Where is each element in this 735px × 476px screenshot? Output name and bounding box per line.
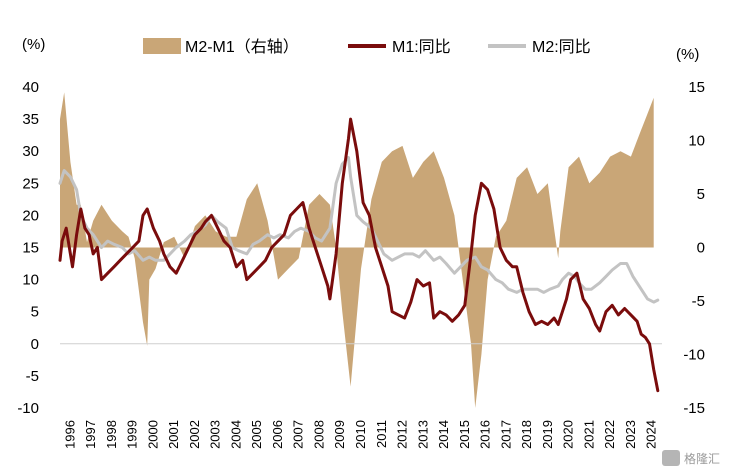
left-tick-label: -5 bbox=[26, 368, 39, 385]
spread-area bbox=[60, 92, 654, 409]
x-tick-label: 2022 bbox=[602, 420, 617, 449]
x-tick-label: 2001 bbox=[166, 420, 181, 449]
x-tick-label: 1997 bbox=[83, 420, 98, 449]
left-tick-label: 40 bbox=[22, 79, 39, 96]
left-tick-label: 0 bbox=[31, 336, 39, 353]
x-tick-label: 2007 bbox=[291, 420, 306, 449]
x-tick-label: 2010 bbox=[353, 420, 368, 449]
watermark-logo-icon bbox=[662, 450, 680, 466]
x-tick-label: 2023 bbox=[623, 420, 638, 449]
x-tick-label: 2002 bbox=[187, 420, 202, 449]
x-tick-label: 2008 bbox=[312, 420, 327, 449]
right-tick-label: -15 bbox=[683, 400, 705, 417]
legend-swatch-spread bbox=[143, 38, 181, 54]
x-tick-label: 1998 bbox=[104, 420, 119, 449]
x-tick-label: 2014 bbox=[436, 420, 451, 449]
x-tick-label: 2021 bbox=[581, 420, 596, 449]
legend-label-m2: M2:同比 bbox=[532, 38, 591, 56]
x-tick-label: 2018 bbox=[519, 420, 534, 449]
left-tick-label: 15 bbox=[22, 240, 39, 257]
x-tick-label: 2009 bbox=[332, 420, 347, 449]
x-tick-label: 2012 bbox=[395, 420, 410, 449]
m1-line bbox=[58, 117, 660, 393]
left-tick-label: 20 bbox=[22, 207, 39, 224]
right-tick-label: 10 bbox=[688, 133, 705, 150]
right-axis-ticks: 15 10 5 0 -5 -10 -15 bbox=[683, 79, 705, 417]
x-tick-label: 2019 bbox=[540, 420, 555, 449]
right-tick-label: 0 bbox=[697, 240, 705, 257]
x-tick-label: 2003 bbox=[208, 420, 223, 449]
left-axis-ticks: 40 35 30 25 20 15 10 5 0 -5 -10 bbox=[17, 79, 39, 417]
right-tick-label: -5 bbox=[692, 293, 705, 310]
x-tick-label: 2017 bbox=[498, 420, 513, 449]
x-axis-ticks: 1996 1997 1998 1999 2000 2001 2002 2003 2004 2005… bbox=[62, 420, 658, 449]
watermark-text: 格隆汇 bbox=[684, 451, 720, 466]
x-tick-label: 1999 bbox=[125, 420, 140, 449]
right-tick-label: -10 bbox=[683, 347, 705, 364]
watermark: 格隆汇 bbox=[662, 450, 720, 466]
x-tick-label: 2024 bbox=[644, 420, 659, 449]
legend-label-m1: M1:同比 bbox=[392, 38, 451, 56]
right-tick-label: 5 bbox=[697, 186, 705, 203]
left-tick-label: 25 bbox=[22, 175, 39, 192]
x-tick-label: 2006 bbox=[270, 420, 285, 449]
right-tick-label: 15 bbox=[688, 79, 705, 96]
m1-line-series bbox=[58, 117, 660, 393]
legend: M2-M1（右轴） M1:同比 M2:同比 bbox=[143, 38, 591, 56]
legend-label-spread: M2-M1（右轴） bbox=[185, 38, 299, 56]
x-tick-label: 2004 bbox=[228, 420, 243, 449]
spread-area-series bbox=[60, 92, 654, 409]
x-tick-label: 2011 bbox=[374, 420, 389, 448]
x-tick-label: 2005 bbox=[249, 420, 264, 449]
m2-line bbox=[58, 156, 660, 304]
left-tick-label: 10 bbox=[22, 272, 39, 289]
m2-line-series bbox=[58, 156, 660, 304]
x-tick-label: 2015 bbox=[457, 420, 472, 449]
x-tick-label: 2016 bbox=[478, 420, 493, 449]
right-axis-unit: (%) bbox=[676, 46, 699, 63]
x-tick-label: 1996 bbox=[62, 420, 77, 449]
left-tick-label: 30 bbox=[22, 143, 39, 160]
x-tick-label: 2013 bbox=[415, 420, 430, 449]
left-tick-label: 5 bbox=[31, 304, 39, 321]
left-tick-label: 35 bbox=[22, 111, 39, 128]
left-axis-unit: (%) bbox=[22, 36, 45, 53]
left-tick-label: -10 bbox=[17, 400, 39, 417]
x-tick-label: 2020 bbox=[561, 420, 576, 449]
x-tick-label: 2000 bbox=[145, 420, 160, 449]
